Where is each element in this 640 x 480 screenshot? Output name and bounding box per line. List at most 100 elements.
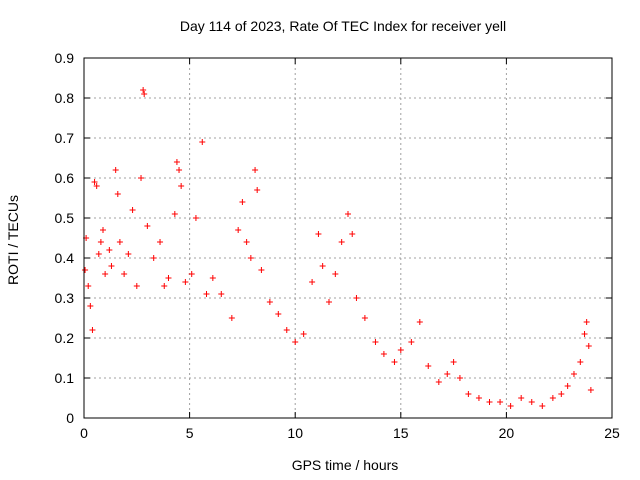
data-point [292,339,299,345]
data-point [309,279,316,285]
y-tick-label: 0.7 [55,130,75,146]
y-tick-label: 0.5 [55,210,75,226]
data-point [171,211,178,217]
data-point [165,275,172,281]
data-point [89,327,96,333]
data-point [518,395,525,401]
data-point [150,255,157,261]
plot-frame [83,57,613,419]
data-point [121,271,128,277]
data-point [129,207,136,213]
y-axis-ticks: 0 0.1 0.2 0.3 0.4 0.5 0.6 0.7 0.8 0.9 [55,50,612,426]
x-tick-label: 15 [393,425,409,441]
y-tick-label: 0 [66,410,74,426]
y-tick-label: 0.4 [55,250,75,266]
data-point [391,359,398,365]
data-point [218,291,225,297]
data-point [397,347,404,353]
data-point [425,363,432,369]
x-axis-ticks: 0 5 10 15 20 25 [80,58,620,441]
data-point [416,319,423,325]
data-point [475,395,482,401]
data-point [100,227,107,233]
data-point [380,351,387,357]
x-tick-label: 5 [186,425,194,441]
data-point [570,371,577,377]
data-point [338,239,345,245]
data-point [587,387,594,393]
data-point [178,183,185,189]
grid-lines [84,58,612,418]
data-point [528,399,535,405]
y-tick-label: 0.8 [55,90,75,106]
data-point [266,299,273,305]
data-point [581,331,588,337]
data-point [112,167,119,173]
data-point [91,179,98,185]
data-point [353,295,360,301]
data-point [254,187,261,193]
data-point [141,91,148,97]
data-point [507,403,514,409]
data-point [235,227,242,233]
data-point [125,251,132,257]
data-point [583,319,590,325]
data-point [408,339,415,345]
data-point [283,327,290,333]
data-point [243,239,250,245]
data-point [199,139,206,145]
data-point [203,291,210,297]
data-point [456,375,463,381]
x-tick-label: 0 [80,425,88,441]
data-point [539,403,546,409]
x-axis-title: GPS time / hours [292,457,399,473]
data-point [345,211,351,217]
y-tick-label: 0.1 [55,370,75,386]
data-point [182,279,189,285]
data-point [173,159,180,165]
data-point [102,271,109,277]
data-point [93,183,100,189]
data-point [497,399,504,405]
data-points [82,87,594,409]
data-point [564,383,571,389]
data-point [549,395,556,401]
x-tick-label: 25 [604,425,620,441]
x-tick-label: 10 [287,425,303,441]
y-tick-label: 0.3 [55,290,75,306]
data-point [247,255,254,261]
data-point [486,399,493,405]
data-point [361,315,368,321]
data-point [106,247,113,253]
data-point [192,215,199,221]
data-point [577,359,584,365]
data-point [188,271,195,277]
data-point [116,239,123,245]
data-point [85,283,92,289]
data-point [332,271,339,277]
x-tick-label: 20 [499,425,515,441]
y-tick-label: 0.9 [55,50,75,66]
data-point [450,359,457,365]
data-point [140,87,147,93]
data-point [349,231,356,237]
data-point [108,263,115,269]
data-point [176,167,183,173]
data-point [87,303,94,309]
data-point [372,339,379,345]
data-point [258,267,265,273]
data-point [95,251,102,257]
data-point [161,283,168,289]
chart-title: Day 114 of 2023, Rate Of TEC Index for r… [180,18,506,34]
data-point [275,311,282,317]
data-point [252,167,259,173]
data-point [133,283,140,289]
data-point [82,267,89,273]
data-point [558,391,565,397]
data-point [315,231,322,237]
data-point [228,315,235,321]
data-point [435,379,442,385]
y-axis-title: ROTI / TECUs [5,195,21,285]
data-point [319,263,326,269]
